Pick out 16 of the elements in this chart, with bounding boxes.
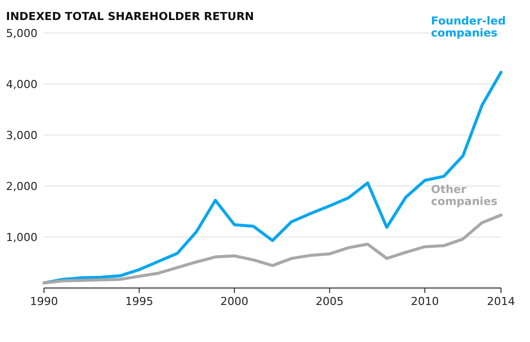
y-tick-label: 5,000: [6, 26, 38, 40]
series-label: Other companies: [431, 183, 498, 208]
chart-title: INDEXED TOTAL SHAREHOLDER RETURN: [6, 10, 254, 23]
x-tick-label: 2000: [220, 295, 248, 308]
line-series: [42, 70, 502, 284]
line-series: [42, 214, 502, 284]
x-tick-label: 1990: [30, 295, 58, 308]
y-tick-label: 2,000: [6, 180, 38, 193]
x-tick-label: 1995: [125, 295, 154, 308]
text: Founder-led companies: [431, 14, 506, 40]
x-tick-label: 2005: [316, 295, 344, 308]
y-tick-label: 4,000: [6, 78, 38, 91]
x-tick-label: 2010: [410, 295, 439, 308]
y-tick-label: 1,000: [6, 230, 38, 244]
y-tick-label: 3,000: [6, 128, 38, 142]
x-tick-label: 2014: [487, 295, 515, 308]
